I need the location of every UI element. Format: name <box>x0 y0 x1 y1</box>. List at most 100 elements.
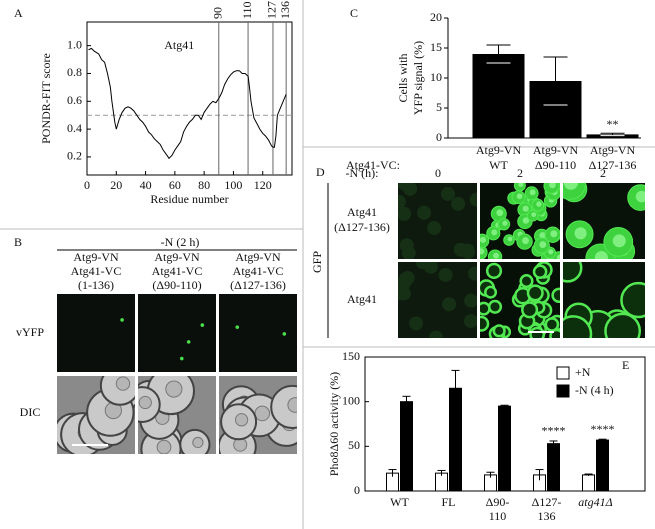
cell <box>563 262 583 283</box>
y-tick-label: 5 <box>436 100 442 114</box>
puncta <box>180 356 184 361</box>
row-label: (Δ127-136) <box>334 220 390 234</box>
x-tick-label: 110 <box>489 509 507 523</box>
cell <box>519 274 534 289</box>
x-tick-label: 136 <box>538 509 556 523</box>
region-label: 136 <box>278 1 292 19</box>
cell <box>409 316 424 331</box>
puncta <box>235 325 240 329</box>
micrograph <box>398 183 477 259</box>
category-row-label: Atg41-VC: <box>346 158 400 172</box>
x-tick-label: WT <box>390 495 409 509</box>
cell <box>440 186 455 201</box>
vacuole <box>287 397 297 413</box>
puncta <box>120 318 124 322</box>
y-tick-label: 100 <box>342 393 360 407</box>
vacuole <box>522 217 530 224</box>
bar <box>582 474 595 492</box>
cell <box>417 205 432 220</box>
x-tick-label: 40 <box>140 178 152 192</box>
error-bar <box>486 44 511 64</box>
cell <box>604 312 642 338</box>
error-bar <box>600 132 625 137</box>
micrograph <box>219 294 297 372</box>
micrograph <box>398 262 477 338</box>
legend-label: +N <box>575 365 591 379</box>
vacuole <box>491 229 498 236</box>
vacuole <box>115 376 131 391</box>
vacuole <box>574 227 587 240</box>
vacuole <box>518 183 524 187</box>
vacuole <box>563 183 578 190</box>
y-tick-label: 0 <box>354 483 360 497</box>
bar <box>472 54 525 138</box>
error-bar <box>437 469 446 476</box>
vacuole <box>502 220 508 226</box>
time-value: 2 <box>517 166 523 180</box>
cell <box>532 264 548 280</box>
time-label: -N (h): <box>346 166 379 180</box>
error-bar <box>535 469 544 481</box>
condition-label: -N (2 h) <box>161 235 200 249</box>
x-tick-label: 120 <box>254 178 272 192</box>
cell <box>398 272 413 287</box>
row-label: DIC <box>20 405 41 419</box>
row-label: vYFP <box>16 325 44 339</box>
micrograph-content <box>398 183 477 259</box>
cell <box>438 267 453 282</box>
x-tick-label: Atg9-VN <box>590 143 636 157</box>
column-header: (Δ127-136) <box>230 278 286 292</box>
cell <box>521 301 539 319</box>
micrograph-content <box>398 262 477 338</box>
cell <box>467 266 477 281</box>
column-header: Atg9-VN <box>235 250 281 264</box>
x-axis-label: Residue number <box>150 192 228 206</box>
cell <box>398 194 406 209</box>
column-header: Atg9-VN <box>73 250 119 264</box>
panel-label: A <box>14 6 23 20</box>
y-tick-label: 150 <box>342 349 360 363</box>
error-bar <box>451 369 460 407</box>
column-header: Atg41-VC <box>71 264 122 278</box>
x-tick-label: 0 <box>84 178 90 192</box>
micrograph-content <box>563 262 645 338</box>
time-value: 2 <box>600 166 606 180</box>
y-axis-label: Pho8Δ60 activity (%) <box>327 372 341 476</box>
vacuole <box>480 236 487 243</box>
column-header: (1-136) <box>78 278 114 292</box>
y-tick-label: 50 <box>348 438 360 452</box>
vacuole <box>539 241 547 248</box>
bar <box>586 134 639 138</box>
y-axis-label: PONDR-FIT score <box>39 53 53 144</box>
legend-swatch <box>556 366 570 380</box>
x-tick-label: Atg9-VN <box>476 143 522 157</box>
vacuole <box>156 439 172 454</box>
y-tick-label: 0.8 <box>67 65 82 79</box>
micrograph <box>563 183 645 259</box>
y-tick-label: 0.6 <box>67 93 82 107</box>
y-tick-label: 0 <box>436 130 442 144</box>
vacuole <box>522 237 530 245</box>
time-value: 0 <box>435 166 441 180</box>
y-tick-label: 0.2 <box>67 149 82 163</box>
cell <box>551 287 560 304</box>
cell <box>398 183 412 191</box>
cell <box>427 221 442 236</box>
vacuole <box>493 252 500 259</box>
bar <box>498 405 511 492</box>
y-tick-label: 20 <box>430 10 442 24</box>
cell <box>620 281 645 319</box>
cell <box>401 246 416 259</box>
plot-frame <box>86 21 293 176</box>
stain-label: GFP <box>310 251 324 273</box>
cell <box>526 284 544 302</box>
column-header: (Δ90-110) <box>152 278 201 292</box>
significance: **** <box>591 422 615 436</box>
y-tick-label: 15 <box>430 40 442 54</box>
y-tick-label: 10 <box>430 70 442 84</box>
bar <box>547 443 560 492</box>
cell <box>469 192 477 207</box>
micrograph-content <box>219 294 297 372</box>
